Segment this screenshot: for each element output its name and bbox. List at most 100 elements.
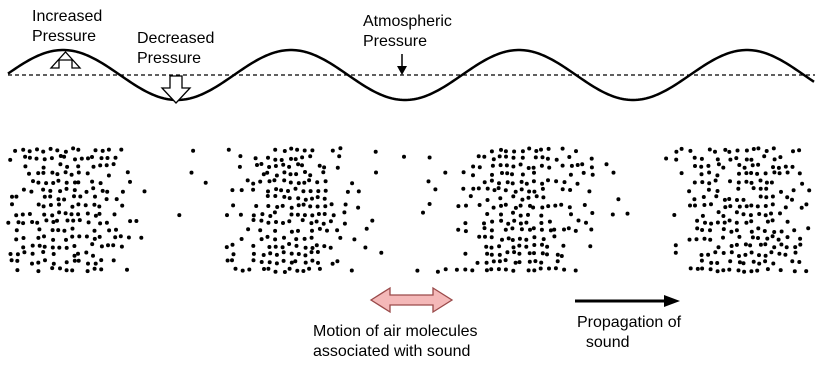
air-molecule-dot: [274, 173, 279, 178]
air-molecule-dot: [491, 205, 496, 210]
air-molecule-dot: [104, 197, 109, 202]
air-molecule-dot: [713, 178, 718, 183]
air-molecule-dot: [272, 178, 277, 183]
air-molecule-dot: [779, 189, 783, 194]
air-molecule-dot: [513, 260, 518, 265]
air-molecule-dot: [86, 156, 90, 161]
air-molecule-dot: [779, 242, 784, 247]
air-molecule-dot: [73, 180, 77, 185]
pressure-wave-curve: [7, 48, 815, 102]
air-molecule-dot: [303, 260, 308, 265]
air-molecule-dot: [443, 170, 448, 175]
air-molecule-dot: [463, 251, 468, 256]
air-molecule-dot: [723, 147, 728, 152]
air-molecule-dot: [100, 148, 105, 153]
air-molecule-dot: [295, 212, 300, 217]
air-molecule-dot: [274, 252, 279, 257]
air-molecule-dot: [610, 212, 615, 217]
air-molecule-dot: [237, 164, 242, 169]
air-molecule-dot: [76, 164, 81, 169]
air-molecule-dot: [793, 245, 798, 250]
air-molecule-dot: [527, 189, 532, 194]
air-molecule-dot: [90, 155, 94, 159]
air-molecule-dot: [76, 180, 81, 185]
air-molecule-dot: [517, 251, 522, 256]
air-molecule-dot: [500, 171, 504, 175]
air-molecule-dot: [281, 250, 286, 255]
air-molecule-dot: [350, 181, 355, 186]
air-molecule-dot: [799, 205, 804, 210]
air-molecule-dot: [534, 194, 539, 199]
motion-of-air-molecules-label: Motion of air molecules associated with …: [313, 323, 478, 360]
air-molecule-dot: [373, 149, 378, 154]
air-molecule-dot: [672, 213, 677, 217]
air-molecule-dot: [225, 213, 229, 218]
air-molecule-dot: [791, 188, 796, 193]
air-molecule-dot: [309, 221, 314, 226]
air-molecule-dot: [287, 164, 292, 169]
air-molecule-dot: [433, 187, 438, 192]
air-molecule-dot: [772, 245, 777, 250]
air-molecule-dot: [245, 178, 250, 183]
air-molecule-dot: [289, 260, 294, 265]
air-molecule-dot: [300, 218, 305, 223]
air-molecule-dot: [581, 170, 586, 175]
air-molecule-dot: [308, 189, 313, 194]
air-molecule-dot: [282, 149, 287, 153]
air-molecule-dot: [62, 197, 67, 202]
air-molecule-dot: [114, 197, 119, 202]
air-molecule-dot: [709, 260, 714, 265]
air-molecule-dot: [294, 237, 299, 242]
air-molecule-dot: [139, 235, 144, 240]
air-molecule-dot: [728, 157, 733, 162]
air-molecule-dot: [287, 219, 292, 224]
air-molecule-dot: [76, 258, 81, 263]
air-molecule-dot: [316, 212, 321, 216]
air-molecule-dot: [76, 212, 81, 217]
air-molecule-dot: [62, 228, 67, 233]
air-molecule-dot: [76, 147, 81, 152]
air-molecule-dot: [51, 220, 56, 224]
air-molecule-dot: [273, 237, 278, 242]
air-molecule-dot: [307, 178, 312, 183]
air-molecule-dot: [349, 268, 354, 273]
air-molecule-dot: [751, 259, 756, 264]
air-molecule-dot: [524, 220, 529, 225]
air-molecule-dot: [267, 260, 272, 265]
air-molecule-dot: [72, 253, 77, 258]
air-molecule-dot: [703, 220, 707, 225]
air-molecule-dot: [293, 186, 298, 191]
air-molecule-dot: [503, 227, 508, 232]
air-molecule-dot: [749, 180, 754, 185]
air-molecule-dot: [490, 172, 494, 177]
air-molecule-dot: [526, 166, 531, 170]
air-molecule-dot: [317, 163, 322, 168]
air-molecule-dot: [63, 170, 68, 175]
air-molecule-dot: [699, 156, 704, 161]
air-molecule-dot: [699, 258, 704, 263]
air-molecule-dot: [261, 172, 266, 177]
air-molecule-dot: [36, 269, 41, 274]
air-molecule-dot: [273, 147, 278, 152]
air-molecule-dot: [562, 227, 566, 232]
air-molecule-dot: [749, 269, 754, 274]
air-molecule-dot: [41, 187, 46, 192]
air-molecule-dot: [679, 171, 684, 176]
air-molecule-dot: [762, 154, 767, 159]
air-molecule-dot: [489, 235, 494, 240]
air-molecule-dot: [260, 212, 265, 217]
air-molecule-dot: [86, 220, 91, 225]
air-molecule-dot: [120, 203, 125, 208]
air-molecule-dot: [267, 165, 272, 169]
air-molecule-dot: [504, 163, 509, 168]
air-molecule-dot: [310, 213, 315, 218]
air-molecule-dot: [266, 189, 270, 194]
air-molecule-dot: [105, 189, 110, 194]
air-molecule-dot: [289, 205, 294, 210]
air-molecule-dot: [532, 243, 537, 247]
air-molecule-dot: [463, 221, 468, 226]
air-molecule-dot: [743, 242, 748, 247]
air-molecule-dot: [300, 155, 305, 160]
